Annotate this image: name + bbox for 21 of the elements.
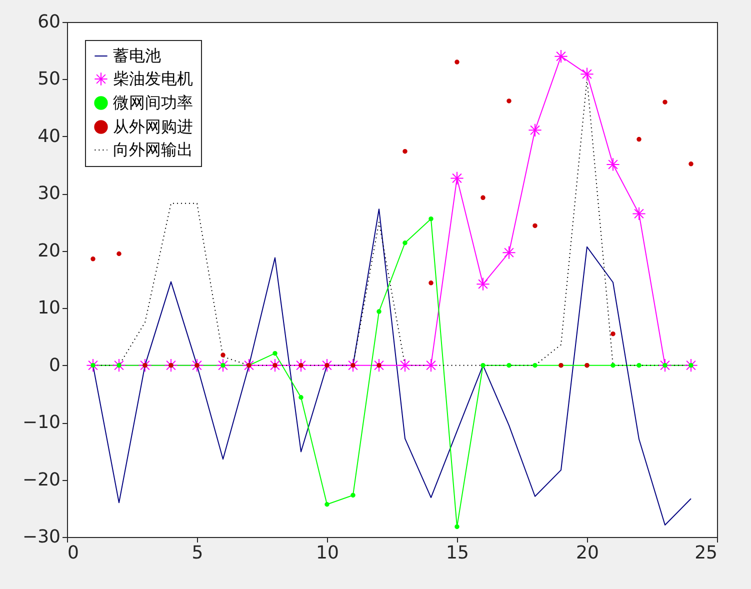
x-tick-label: 10: [316, 542, 339, 564]
x-tick-label: 5: [192, 542, 204, 564]
y-tick-label: 60: [38, 12, 60, 32]
y-tick-label: 30: [38, 183, 60, 204]
legend-label: 蓄电池: [113, 46, 161, 65]
y-tick-label: 50: [38, 68, 60, 90]
legend-label: 从外网购进: [113, 117, 193, 136]
legend-label: 柴油发电机: [113, 69, 193, 88]
y-tick-label: 20: [38, 240, 60, 262]
y-tick-label: 10: [38, 298, 60, 319]
y-tick-label: 40: [38, 126, 60, 147]
y-tick-label: −20: [22, 469, 60, 490]
x-tick-label: 15: [446, 542, 469, 564]
y-tick-label: −30: [22, 526, 60, 548]
y-tick-label: 0: [49, 354, 60, 376]
x-tick-label: 25: [694, 542, 718, 564]
x-tick-label: 20: [576, 542, 599, 564]
y-tick-label: −10: [22, 412, 60, 434]
x-tick-label: 0: [68, 542, 79, 564]
legend-label: 微网间功率: [113, 93, 193, 112]
legend-label: 向外网输出: [113, 140, 193, 159]
